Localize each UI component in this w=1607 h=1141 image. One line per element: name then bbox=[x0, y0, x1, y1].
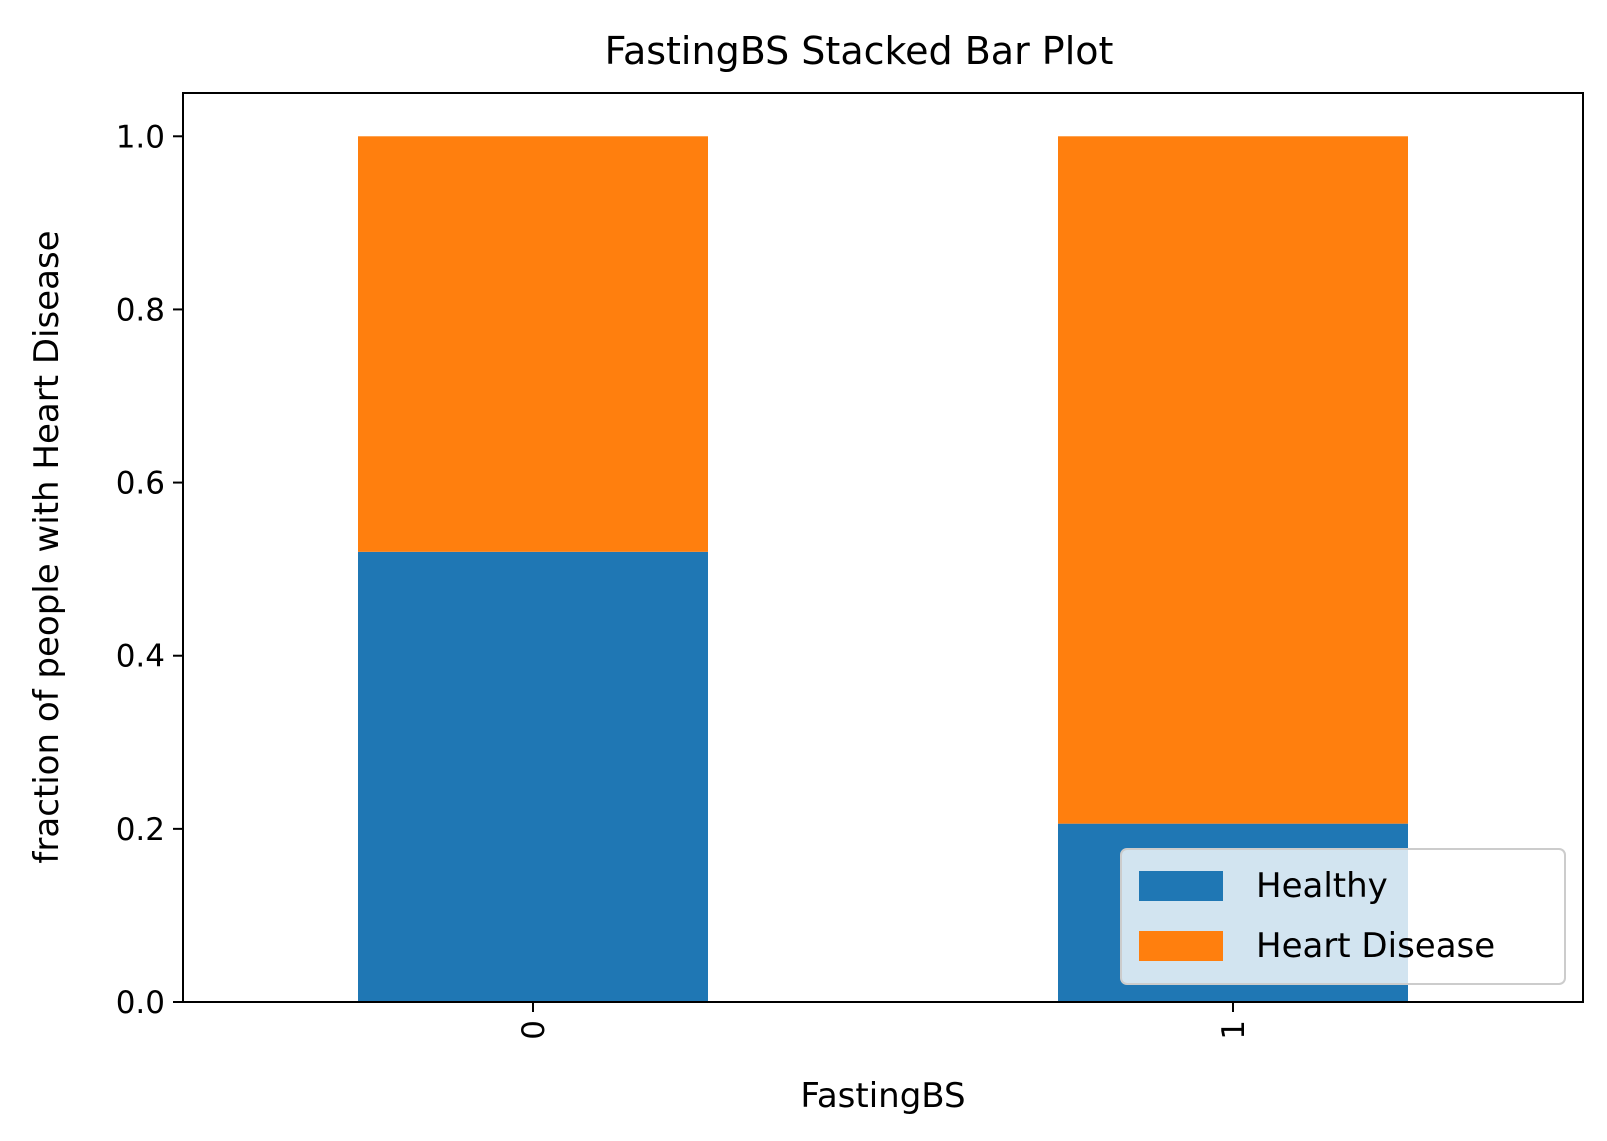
y-axis-ticks: 0.0 0.2 0.4 0.6 0.8 1.0 bbox=[116, 119, 183, 1021]
y-tick-label: 0.4 bbox=[116, 639, 165, 675]
bar-heart-disease-1 bbox=[1058, 136, 1408, 824]
legend-box bbox=[1120, 848, 1566, 985]
y-tick-label: 0.2 bbox=[116, 812, 165, 848]
bar-healthy-0 bbox=[358, 551, 708, 1002]
chart-title: FastingBS Stacked Bar Plot bbox=[605, 29, 1114, 73]
y-tick-label: 0.6 bbox=[116, 466, 165, 502]
plot-frame bbox=[182, 92, 1584, 1003]
x-tick-label: 1 bbox=[1216, 1020, 1252, 1040]
y-tick-label: 0.8 bbox=[116, 292, 165, 328]
legend-swatch-healthy bbox=[1139, 871, 1223, 901]
legend: Healthy Heart Disease bbox=[1120, 848, 1566, 985]
legend-label-healthy: Healthy bbox=[1256, 866, 1388, 906]
y-tick-label: 0.0 bbox=[116, 985, 165, 1021]
bar-heart-disease-0 bbox=[358, 136, 708, 552]
legend-label-heart-disease: Heart Disease bbox=[1256, 926, 1495, 966]
y-tick-label: 1.0 bbox=[116, 119, 165, 155]
legend-swatch-heart-disease bbox=[1139, 931, 1223, 961]
y-axis-label: fraction of people with Heart Disease bbox=[27, 230, 67, 863]
x-axis-label: FastingBS bbox=[800, 1076, 965, 1116]
x-tick-label: 0 bbox=[516, 1020, 552, 1040]
